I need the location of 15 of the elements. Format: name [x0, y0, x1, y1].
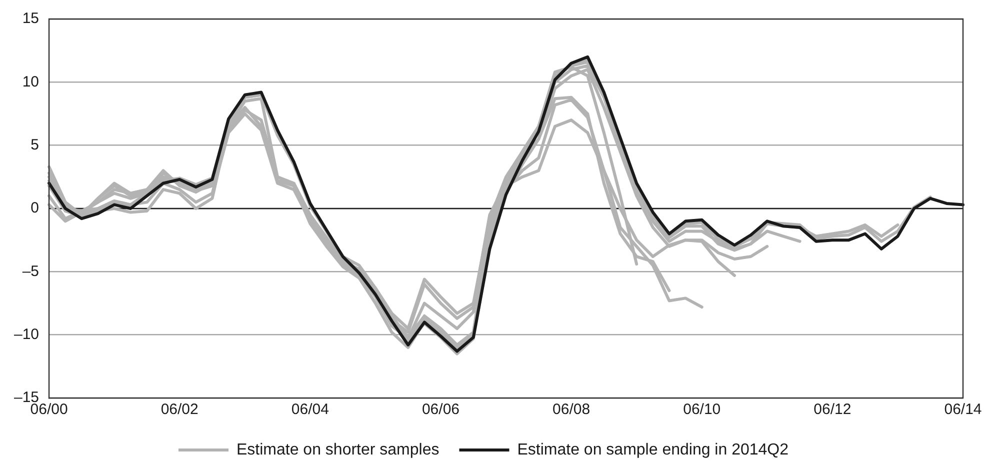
y-tick-label: –10: [14, 326, 40, 343]
x-tick-label: 06/04: [291, 401, 329, 418]
legend-label: Estimate on sample ending in 2014Q2: [517, 441, 789, 458]
x-tick-label: 06/06: [422, 401, 460, 418]
legend-label: Estimate on shorter samples: [236, 441, 440, 458]
x-tick-label: 06/08: [552, 401, 590, 418]
x-tick-label: 06/12: [814, 401, 852, 418]
y-tick-label: 10: [22, 73, 40, 90]
y-tick-label: –5: [22, 262, 40, 280]
x-tick-label: 06/14: [944, 401, 982, 418]
x-tick-label: 06/10: [683, 401, 721, 418]
y-tick-label: 0: [30, 200, 40, 217]
x-tick-label: 06/02: [160, 401, 198, 418]
y-tick-label: 15: [22, 10, 40, 28]
y-tick-label: 5: [30, 136, 40, 154]
